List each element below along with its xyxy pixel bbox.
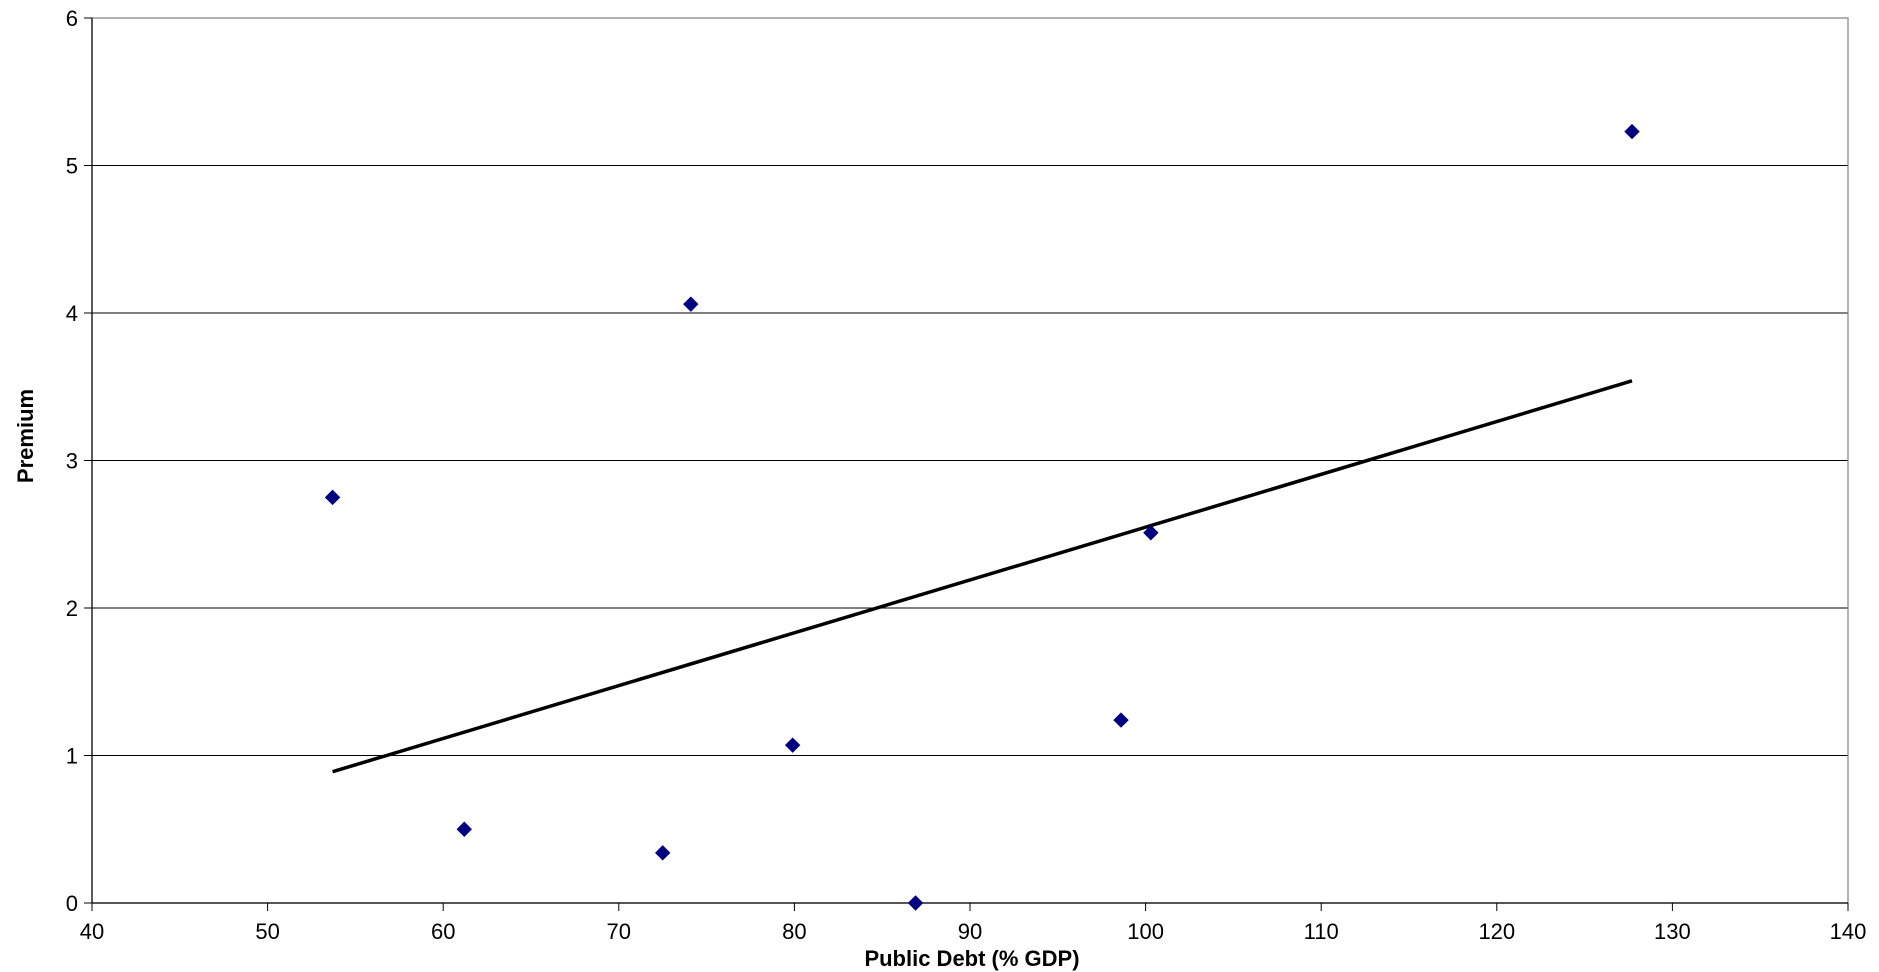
data-point-marker-5: [784, 737, 801, 753]
trendline-layer: [332, 379, 1633, 774]
data-point-marker-2: [456, 821, 472, 837]
gridlines: [92, 17, 1848, 756]
y-axis-title: Premium: [13, 389, 38, 483]
data-point-marker-3: [654, 845, 671, 861]
x-tick-label: 50: [255, 919, 279, 944]
data-point-marker-9: [1624, 123, 1640, 140]
x-tick-label: 60: [431, 919, 455, 944]
data-point-marker-6: [907, 895, 924, 911]
axes: 0 1 2 3 4 5 6 40 50 60 70 80 90 100 110 120 130 140: [66, 6, 1867, 944]
x-tick-label: 40: [80, 919, 104, 944]
x-tick-label: 90: [958, 919, 982, 944]
y-tick-label: 4: [66, 301, 78, 326]
x-tick-label: 110: [1304, 919, 1339, 944]
linear-trendline: [332, 379, 1633, 774]
data-point-marker-8: [1143, 525, 1159, 541]
y-tick-label: 0: [66, 891, 78, 916]
x-tick-label: 80: [782, 919, 806, 944]
y-tick-label: 3: [66, 449, 78, 474]
x-tick-label: 130: [1654, 919, 1691, 944]
data-point-marker-4: [683, 296, 699, 312]
y-tick-label: 6: [66, 6, 78, 31]
data-point-marker-7: [1113, 712, 1129, 728]
y-tick-label: 1: [66, 744, 78, 769]
x-tick-label: 140: [1830, 919, 1867, 944]
x-tick-label: 100: [1127, 919, 1164, 944]
data-point-marker-1: [324, 489, 341, 506]
x-tick-label: 120: [1478, 919, 1515, 944]
y-tick-label: 2: [66, 596, 78, 621]
data-points: [324, 123, 1640, 911]
x-axis-title: Public Debt (% GDP): [864, 946, 1079, 971]
x-tick-label: 70: [607, 919, 631, 944]
y-tick-label: 5: [66, 154, 78, 179]
